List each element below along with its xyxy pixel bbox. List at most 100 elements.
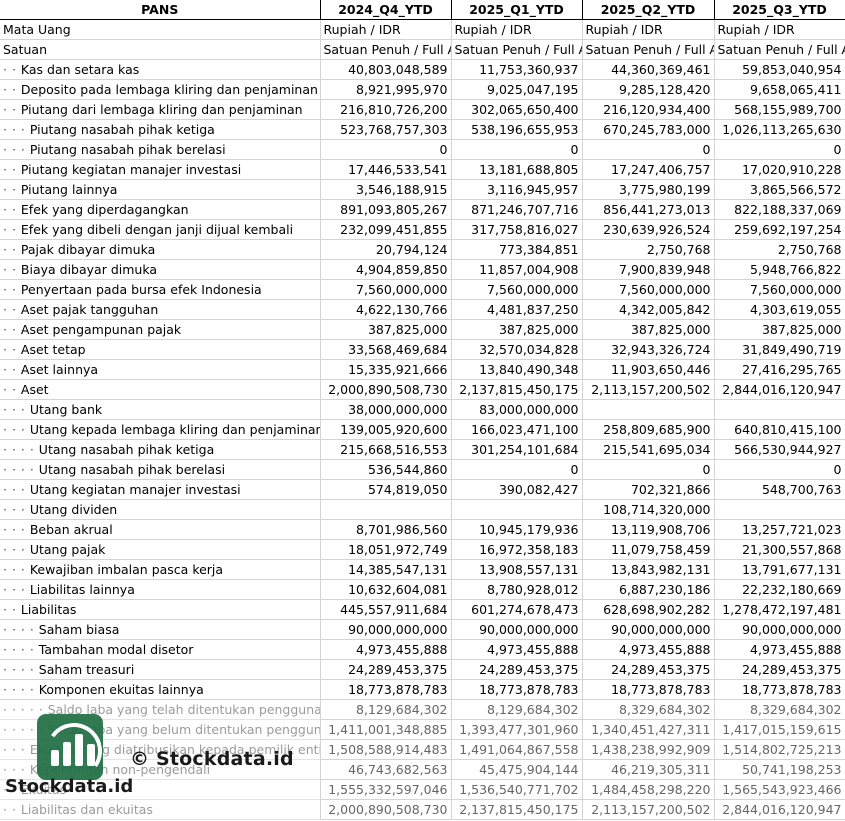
- value-cell[interactable]: 548,700,763: [714, 479, 845, 500]
- row-label-cell[interactable]: · · · · Utang nasabah pihak ketiga: [0, 439, 321, 460]
- value-cell[interactable]: 6,887,230,186: [582, 579, 715, 600]
- value-cell[interactable]: 3,865,566,572: [714, 179, 845, 200]
- value-cell[interactable]: 7,560,000,000: [451, 279, 583, 300]
- value-cell[interactable]: 215,668,516,553: [320, 439, 452, 460]
- value-cell[interactable]: 387,825,000: [320, 319, 452, 340]
- value-cell[interactable]: 13,257,721,023: [714, 519, 845, 540]
- value-cell[interactable]: 670,245,783,000: [582, 119, 715, 140]
- value-cell[interactable]: 601,274,678,473: [451, 599, 583, 620]
- value-cell[interactable]: 11,079,758,459: [582, 539, 715, 560]
- value-cell[interactable]: 0: [451, 139, 583, 160]
- value-cell[interactable]: 0: [582, 459, 715, 480]
- row-label-cell[interactable]: · · Piutang lainnya: [0, 179, 321, 200]
- value-cell[interactable]: 215,541,695,034: [582, 439, 715, 460]
- value-cell[interactable]: 18,773,878,783: [320, 679, 452, 700]
- row-label-cell[interactable]: · · Efek yang dibeli dengan janji dijual…: [0, 219, 321, 240]
- row-label-cell[interactable]: · · Liabilitas dan ekuitas: [0, 799, 321, 820]
- value-cell[interactable]: 50,741,198,253: [714, 759, 845, 780]
- row-label-cell[interactable]: · · · Beban akrual: [0, 519, 321, 540]
- value-cell[interactable]: 33,568,469,684: [320, 339, 452, 360]
- row-label-cell[interactable]: · · · · Utang nasabah pihak berelasi: [0, 459, 321, 480]
- value-cell[interactable]: 108,714,320,000: [582, 499, 715, 520]
- value-cell[interactable]: 14,385,547,131: [320, 559, 452, 580]
- period-header[interactable]: 2025_Q1_YTD: [451, 0, 583, 20]
- value-cell[interactable]: 46,743,682,563: [320, 759, 452, 780]
- value-cell[interactable]: 13,119,908,706: [582, 519, 715, 540]
- value-cell[interactable]: 4,973,455,888: [582, 639, 715, 660]
- row-label-cell[interactable]: · · · Piutang nasabah pihak berelasi: [0, 139, 321, 160]
- row-label-cell[interactable]: · · · · Tambahan modal disetor: [0, 639, 321, 660]
- value-cell[interactable]: [320, 499, 452, 520]
- value-cell[interactable]: 17,020,910,228: [714, 159, 845, 180]
- value-cell[interactable]: 628,698,902,282: [582, 599, 715, 620]
- value-cell[interactable]: 0: [714, 459, 845, 480]
- row-label-cell[interactable]: · · · Utang kegiatan manajer investasi: [0, 479, 321, 500]
- value-cell[interactable]: 871,246,707,716: [451, 199, 583, 220]
- value-cell[interactable]: 856,441,273,013: [582, 199, 715, 220]
- value-cell[interactable]: 24,289,453,375: [320, 659, 452, 680]
- value-cell[interactable]: 2,000,890,508,730: [320, 799, 452, 820]
- value-cell[interactable]: 10,945,179,936: [451, 519, 583, 540]
- value-cell[interactable]: 8,329,684,302: [714, 699, 845, 720]
- value-cell[interactable]: 90,000,000,000: [714, 619, 845, 640]
- row-label-cell[interactable]: · · · · Komponen ekuitas lainnya: [0, 679, 321, 700]
- value-cell[interactable]: 302,065,650,400: [451, 99, 583, 120]
- value-cell[interactable]: 44,360,369,461: [582, 59, 715, 80]
- value-cell[interactable]: 0: [451, 459, 583, 480]
- row-label-cell[interactable]: · · · Kewajiban imbalan pasca kerja: [0, 559, 321, 580]
- value-cell[interactable]: 16,972,358,183: [451, 539, 583, 560]
- value-cell[interactable]: 702,321,866: [582, 479, 715, 500]
- period-header[interactable]: 2025_Q2_YTD: [582, 0, 715, 20]
- value-cell[interactable]: 18,773,878,783: [714, 679, 845, 700]
- value-cell[interactable]: 7,560,000,000: [320, 279, 452, 300]
- value-cell[interactable]: 1,417,015,159,615: [714, 719, 845, 740]
- value-cell[interactable]: 13,840,490,348: [451, 359, 583, 380]
- row-label-cell[interactable]: · · · · Saham biasa: [0, 619, 321, 640]
- value-cell[interactable]: 9,658,065,411: [714, 79, 845, 100]
- meta-cell[interactable]: Satuan Penuh / Full A: [582, 39, 715, 60]
- value-cell[interactable]: 11,857,004,908: [451, 259, 583, 280]
- period-header[interactable]: 2025_Q3_YTD: [714, 0, 845, 20]
- value-cell[interactable]: 90,000,000,000: [582, 619, 715, 640]
- row-label-cell[interactable]: · · · Liabilitas lainnya: [0, 579, 321, 600]
- value-cell[interactable]: 18,773,878,783: [451, 679, 583, 700]
- value-cell[interactable]: 32,943,326,724: [582, 339, 715, 360]
- row-label-cell[interactable]: · · · · Saham treasuri: [0, 659, 321, 680]
- value-cell[interactable]: 523,768,757,303: [320, 119, 452, 140]
- value-cell[interactable]: 139,005,920,600: [320, 419, 452, 440]
- value-cell[interactable]: 4,973,455,888: [320, 639, 452, 660]
- value-cell[interactable]: 166,023,471,100: [451, 419, 583, 440]
- value-cell[interactable]: 536,544,860: [320, 459, 452, 480]
- value-cell[interactable]: 390,082,427: [451, 479, 583, 500]
- value-cell[interactable]: 59,853,040,954: [714, 59, 845, 80]
- meta-cell[interactable]: Rupiah / IDR: [714, 19, 845, 40]
- value-cell[interactable]: 2,113,157,200,502: [582, 379, 715, 400]
- value-cell[interactable]: 1,484,458,298,220: [582, 779, 715, 800]
- value-cell[interactable]: 891,093,805,267: [320, 199, 452, 220]
- row-label-cell[interactable]: · · · · · Saldo laba yang belum ditentuk…: [0, 719, 321, 740]
- value-cell[interactable]: 4,622,130,766: [320, 299, 452, 320]
- value-cell[interactable]: 45,475,904,144: [451, 759, 583, 780]
- row-label-cell[interactable]: · · · · · Saldo laba yang telah ditentuk…: [0, 699, 321, 720]
- value-cell[interactable]: 3,546,188,915: [320, 179, 452, 200]
- meta-label[interactable]: Satuan: [0, 39, 321, 60]
- value-cell[interactable]: 1,411,001,348,885: [320, 719, 452, 740]
- meta-cell[interactable]: Rupiah / IDR: [451, 19, 583, 40]
- row-label-cell[interactable]: · · · Piutang nasabah pihak ketiga: [0, 119, 321, 140]
- value-cell[interactable]: 31,849,490,719: [714, 339, 845, 360]
- value-cell[interactable]: 11,753,360,937: [451, 59, 583, 80]
- value-cell[interactable]: 2,844,016,120,947: [714, 799, 845, 820]
- row-label-cell[interactable]: · · Kas dan setara kas: [0, 59, 321, 80]
- value-cell[interactable]: 387,825,000: [582, 319, 715, 340]
- meta-cell[interactable]: Satuan Penuh / Full A: [714, 39, 845, 60]
- value-cell[interactable]: 445,557,911,684: [320, 599, 452, 620]
- value-cell[interactable]: 1,536,540,771,702: [451, 779, 583, 800]
- value-cell[interactable]: 1,340,451,427,311: [582, 719, 715, 740]
- value-cell[interactable]: 822,188,337,069: [714, 199, 845, 220]
- value-cell[interactable]: 13,908,557,131: [451, 559, 583, 580]
- value-cell[interactable]: 24,289,453,375: [451, 659, 583, 680]
- row-label-cell[interactable]: · · · Kepentingan non-pengendali: [0, 759, 321, 780]
- value-cell[interactable]: 566,530,944,927: [714, 439, 845, 460]
- value-cell[interactable]: 1,508,588,914,483: [320, 739, 452, 760]
- value-cell[interactable]: 15,335,921,666: [320, 359, 452, 380]
